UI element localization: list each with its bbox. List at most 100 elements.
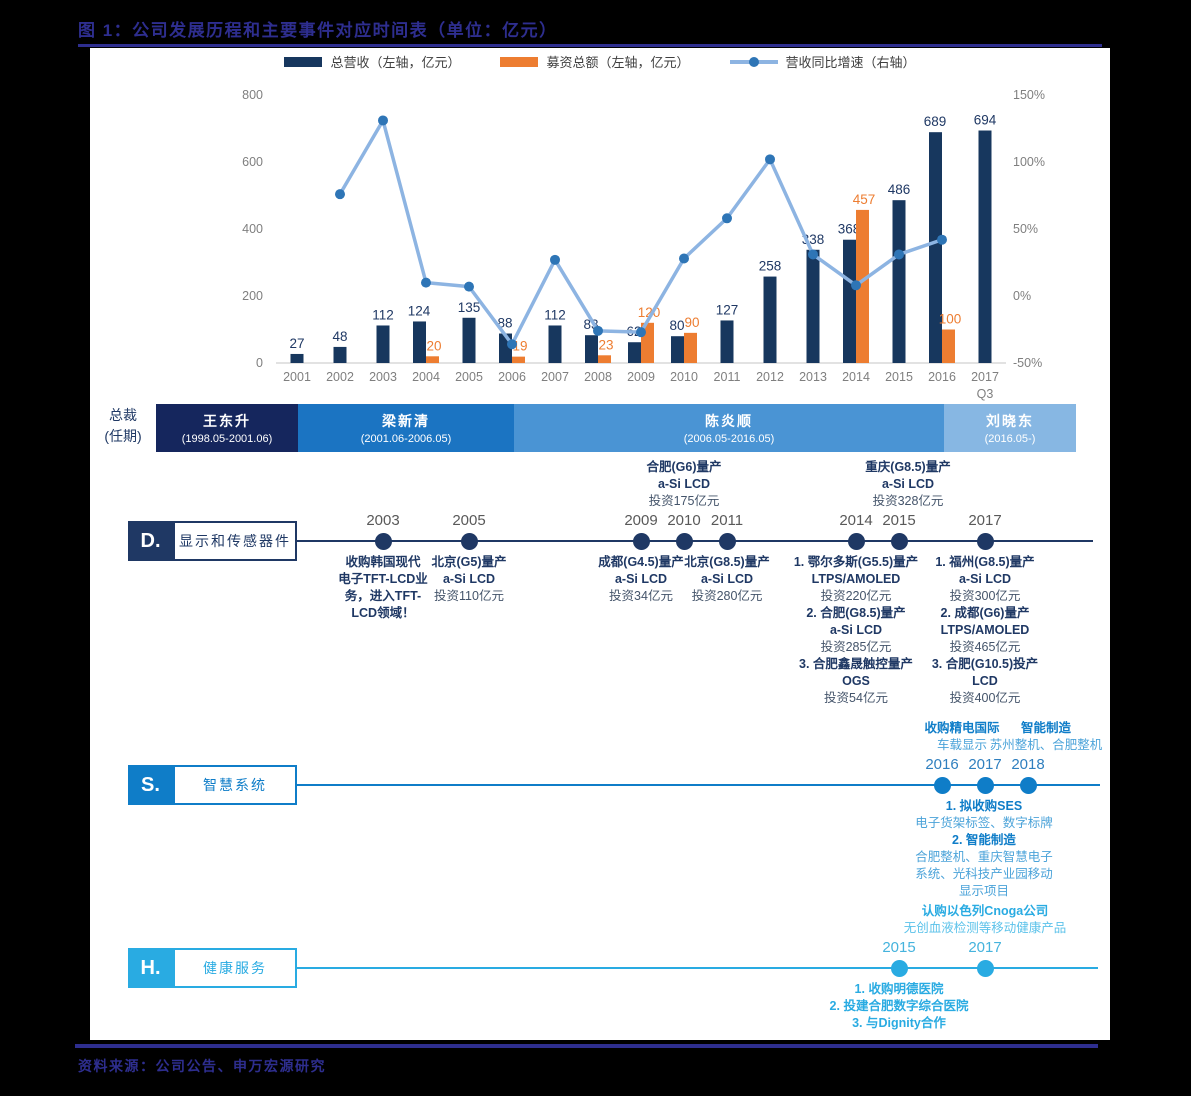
- president-name: 刘晓东: [986, 413, 1034, 429]
- raise-bar-2010: [684, 332, 697, 363]
- revenue-bar-2010: [671, 336, 684, 363]
- revenue-label-2005: 135: [458, 300, 481, 315]
- raise-label-2010: 90: [684, 315, 699, 330]
- president-segment-2: 陈炎顺 (2006.05-2016.05): [514, 404, 944, 452]
- president-term: (2001.06-2006.05): [360, 433, 452, 445]
- title-underline: [78, 44, 1102, 47]
- right-axis-tick: 0%: [1013, 289, 1031, 303]
- right-axis-tick: -50%: [1013, 356, 1042, 370]
- x-tick-2003: 2003: [369, 370, 397, 384]
- revenue-bar-2003: [376, 325, 390, 363]
- left-axis-tick: 200: [242, 289, 263, 303]
- revenue-bar-2014: [843, 239, 856, 363]
- left-axis-tick: 600: [242, 155, 263, 169]
- legend-label: 总营收（左轴，亿元）: [330, 55, 461, 70]
- growth-marker: [550, 254, 560, 265]
- president-row-label: 总裁 (任期): [104, 407, 142, 444]
- revenue-label-2015: 486: [888, 182, 911, 197]
- x-tick-2006: 2006: [498, 370, 526, 384]
- footer-rule: [75, 1044, 1098, 1048]
- x-tick-2009: 2009: [627, 370, 655, 384]
- raise-bar-2008: [598, 355, 611, 363]
- revenue-bar-2015: [892, 200, 906, 363]
- x-tick-2005: 2005: [455, 370, 483, 384]
- raise-bar-2004: [426, 356, 439, 363]
- x-tick-2017: 2017: [971, 370, 999, 384]
- president-name: 梁新清: [382, 413, 430, 429]
- growth-marker: [378, 115, 388, 126]
- x-tick-2007: 2007: [541, 370, 569, 384]
- revenue-label-2006: 88: [497, 316, 512, 331]
- revenue-bar-2009: [628, 342, 641, 363]
- x-tick-2016: 2016: [928, 370, 956, 384]
- president-term-bar: 王东升 (1998.05-2001.06) 梁新清 (2001.06-2006.05)…: [156, 404, 1076, 452]
- growth-marker: [894, 249, 904, 260]
- growth-marker: [421, 277, 431, 288]
- revenue-label-2002: 48: [332, 329, 347, 344]
- raise-label-2016: 100: [939, 312, 962, 327]
- revenue-bar-2016: [929, 132, 942, 363]
- legend-label: 营收同比增速（右轴）: [785, 55, 916, 70]
- x-tick-note: Q3: [977, 387, 994, 401]
- x-tick-2014: 2014: [842, 370, 870, 384]
- left-axis-tick: 800: [242, 88, 263, 102]
- president-segment-3: 刘晓东 (2016.05-): [944, 404, 1076, 452]
- legend-bar-swatch: [500, 56, 539, 67]
- x-tick-2010: 2010: [670, 370, 698, 384]
- growth-marker: [808, 249, 818, 260]
- x-tick-2012: 2012: [756, 370, 784, 384]
- legend-label: 募资总额（左轴，亿元）: [546, 55, 690, 70]
- legend-item-1: 募资总额（左轴，亿元）: [500, 52, 690, 71]
- x-tick-2004: 2004: [412, 370, 440, 384]
- revenue-label-2016: 689: [924, 114, 947, 129]
- x-tick-2002: 2002: [326, 370, 354, 384]
- x-tick-2001: 2001: [283, 370, 311, 384]
- revenue-bar-2017: [978, 130, 992, 363]
- president-segment-1: 梁新清 (2001.06-2006.05): [298, 404, 514, 452]
- growth-marker: [507, 339, 517, 350]
- left-axis-tick: 0: [256, 356, 263, 370]
- legend-bar-swatch: [284, 56, 323, 67]
- right-axis-tick: 100%: [1013, 155, 1045, 169]
- source-note: 资料来源：公司公告、申万宏源研究: [78, 1058, 326, 1074]
- revenue-label-2010: 80: [669, 318, 684, 333]
- president-name: 陈炎顺: [705, 413, 753, 429]
- raise-bar-2006: [512, 356, 525, 363]
- revenue-bar-2004: [413, 321, 426, 363]
- left-axis-tick: 400: [242, 222, 263, 236]
- revenue-label-2001: 27: [289, 336, 304, 351]
- president-name: 王东升: [203, 413, 251, 429]
- x-tick-2008: 2008: [584, 370, 612, 384]
- revenue-label-2011: 127: [716, 302, 739, 317]
- chart-legend: 总营收（左轴，亿元） 募资总额（左轴，亿元） 营收同比增速（右轴）: [90, 52, 1110, 71]
- right-axis-tick: 150%: [1013, 88, 1045, 102]
- right-axis-tick: 50%: [1013, 222, 1038, 236]
- revenue-bar-2001: [290, 353, 304, 363]
- raise-label-2014: 457: [853, 192, 876, 207]
- revenue-label-2012: 258: [759, 259, 782, 274]
- figure-title: 图 1：公司发展历程和主要事件对应时间表（单位：亿元）: [78, 21, 558, 40]
- revenue-label-2014: 368: [838, 222, 861, 237]
- revenue-label-2004: 124: [408, 303, 431, 318]
- revenue-bar-2002: [333, 346, 347, 363]
- revenue-label-2017: 694: [974, 113, 997, 128]
- legend-line-swatch: [729, 56, 778, 67]
- revenue-bar-2011: [720, 320, 734, 363]
- revenue-bar-2012: [763, 276, 777, 363]
- raise-label-2008: 23: [598, 337, 613, 352]
- revenue-bar-2007: [548, 325, 562, 363]
- president-term: (2006.05-2016.05): [683, 433, 775, 445]
- growth-marker: [335, 189, 345, 200]
- growth-marker: [851, 280, 861, 291]
- x-tick-2015: 2015: [885, 370, 913, 384]
- growth-marker: [593, 325, 603, 336]
- growth-marker: [722, 213, 732, 224]
- raise-bar-2016: [942, 329, 955, 363]
- president-term: (2016.05-): [984, 433, 1036, 445]
- growth-marker: [937, 234, 947, 245]
- x-tick-2013: 2013: [799, 370, 827, 384]
- revenue-label-2003: 112: [372, 307, 394, 322]
- growth-marker: [464, 281, 474, 292]
- revenue-bar-2013: [806, 249, 820, 363]
- revenue-label-2007: 112: [544, 307, 566, 322]
